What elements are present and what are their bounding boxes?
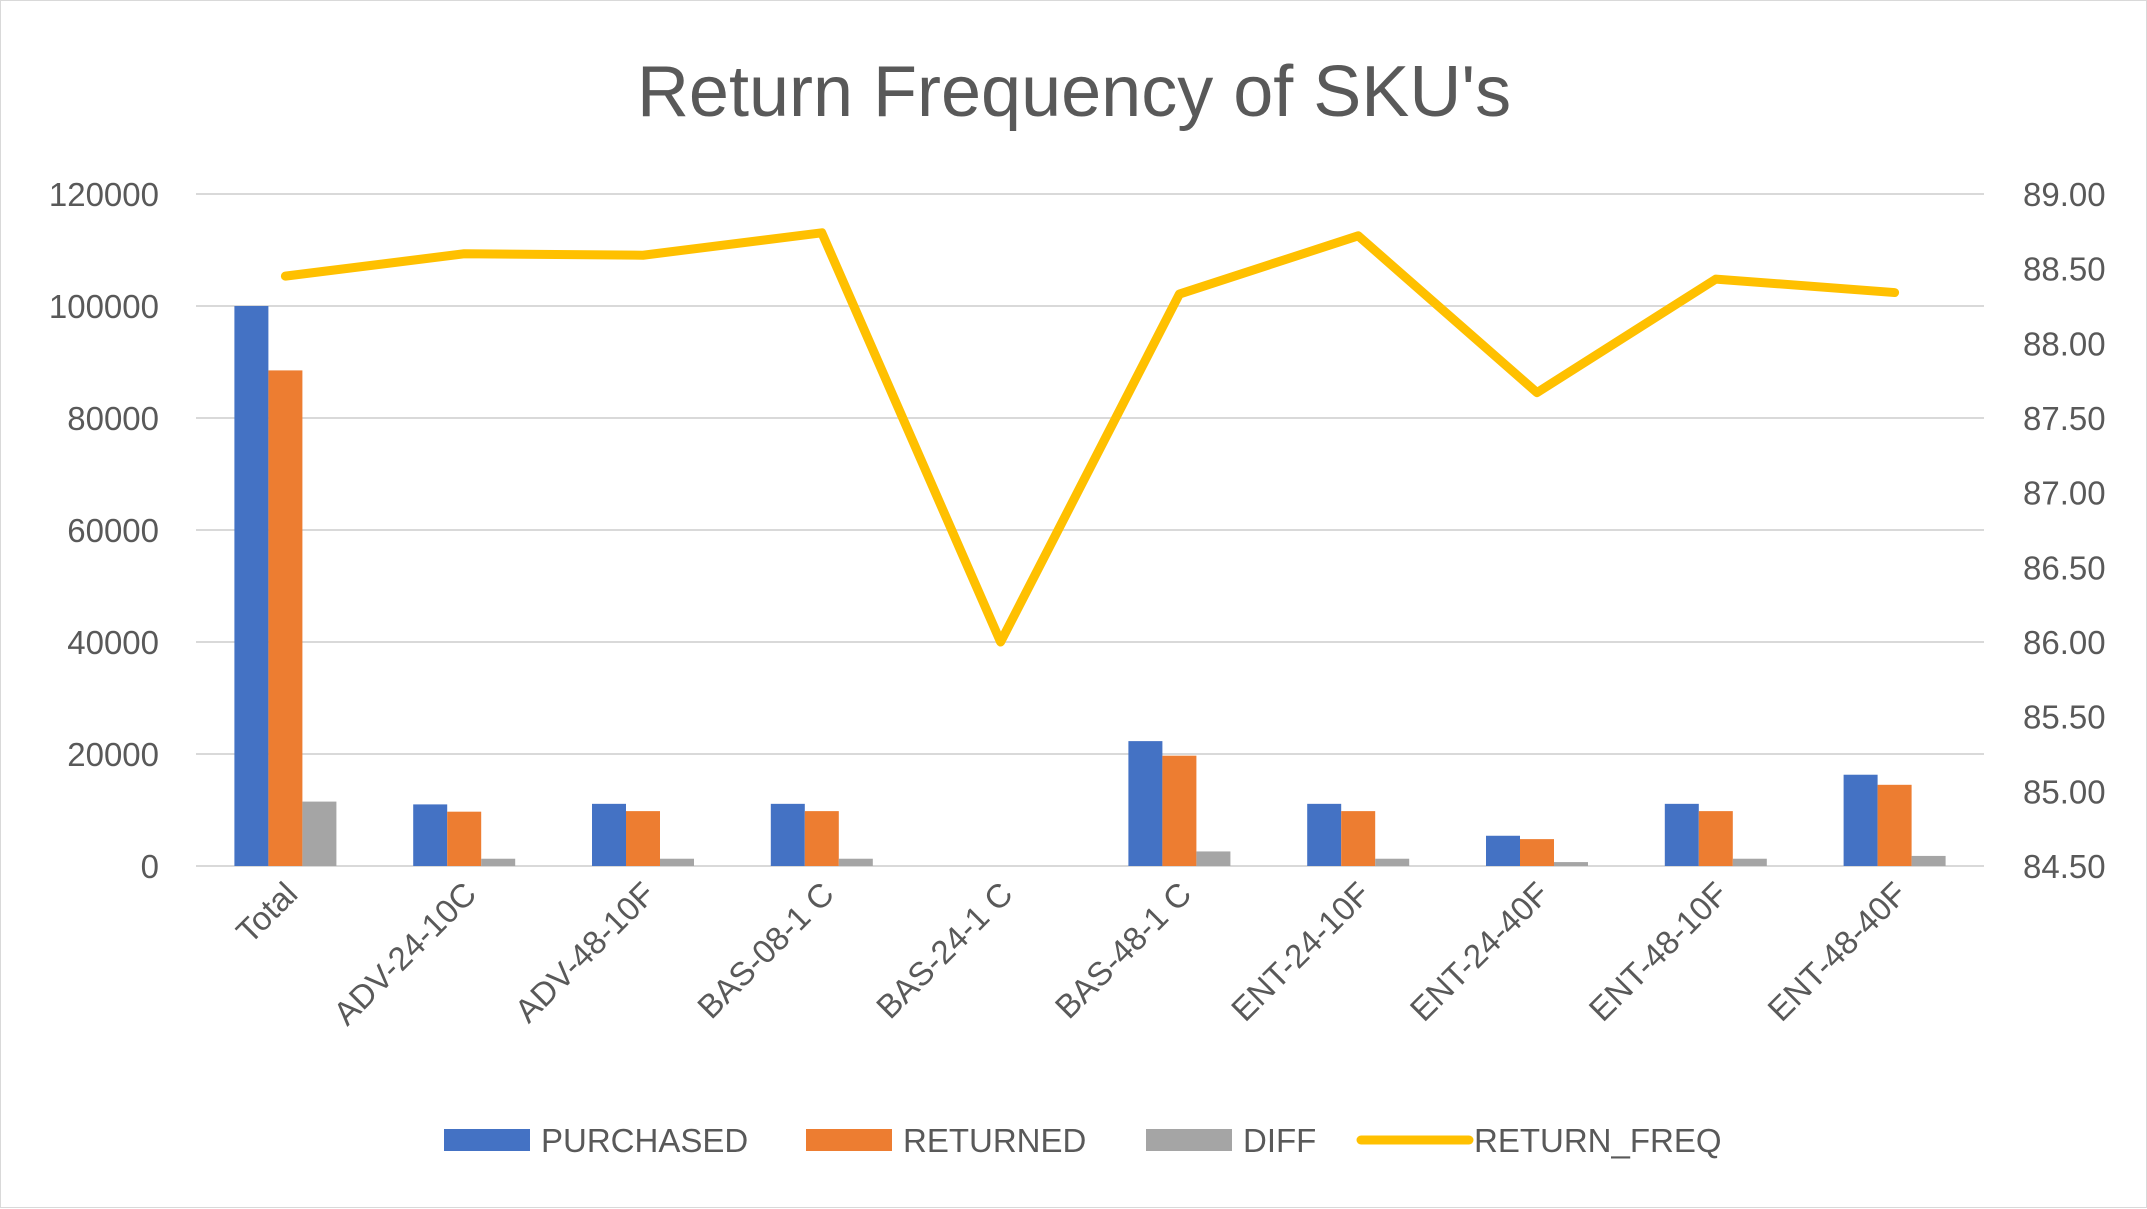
- bar-diff-bas-48-1-c: [1196, 851, 1231, 866]
- y-left-tick-label: 120000: [49, 176, 159, 213]
- bar-diff-ent-48-40f: [1911, 855, 1946, 866]
- bar-returned-adv-24-10c: [447, 811, 482, 866]
- bar-returned-ent-48-40f: [1877, 784, 1912, 866]
- bar-returned-ent-24-10f: [1341, 811, 1376, 866]
- line-series: [280, 228, 1900, 647]
- y-right-tick-label: 85.50: [2023, 699, 2106, 736]
- x-tick-label-bas-08-1-c: BAS-08-1 C: [690, 875, 841, 1026]
- y-left-tick-label: 100000: [49, 288, 159, 325]
- bar-purchased-adv-48-10f: [592, 803, 626, 866]
- y-left-tick-label: 80000: [67, 400, 159, 437]
- y-right-tick-label: 86.50: [2023, 549, 2106, 586]
- x-tick-label-bas-48-1-c: BAS-48-1 C: [1048, 875, 1199, 1026]
- gridlines: [196, 193, 1984, 867]
- legend-label-diff: DIFF: [1243, 1122, 1316, 1159]
- x-tick-label-ent-24-40f: ENT-24-40F: [1403, 875, 1556, 1028]
- bar-returned-total: [268, 370, 303, 866]
- bar-diff-total: [302, 801, 337, 866]
- chart-title: Return Frequency of SKU's: [637, 52, 1511, 132]
- bar-returned-bas-08-1-c: [804, 811, 839, 866]
- x-tick-label-ent-48-10f: ENT-48-10F: [1581, 875, 1734, 1028]
- x-tick-label-adv-48-10f: ADV-48-10F: [507, 875, 662, 1030]
- bar-purchased-adv-24-10c: [413, 804, 448, 866]
- bar-diff-adv-48-10f: [660, 858, 694, 866]
- y-left-tick-label: 0: [141, 848, 159, 885]
- bar-purchased-total: [234, 306, 269, 866]
- legend-label-purchased: PURCHASED: [541, 1122, 748, 1159]
- bar-diff-bas-08-1-c: [838, 858, 873, 866]
- x-tick-label-bas-24-1-c: BAS-24-1 C: [869, 875, 1020, 1026]
- bar-purchased-bas-08-1-c: [770, 803, 805, 866]
- bar-purchased-ent-48-10f: [1664, 803, 1699, 866]
- bar-purchased-bas-48-1-c: [1128, 741, 1163, 866]
- legend-label-return-freq: RETURN_FREQ: [1474, 1122, 1722, 1159]
- x-tick-label-ent-24-10f: ENT-24-10F: [1224, 875, 1377, 1028]
- legend: PURCHASED RETURNED DIFF RETURN_FREQ: [444, 1122, 1722, 1159]
- legend-swatch-diff: [1146, 1129, 1232, 1151]
- legend-swatch-returned: [806, 1129, 892, 1151]
- bar-diff-ent-48-10f: [1732, 858, 1767, 866]
- y-right-tick-label: 88.00: [2023, 325, 2106, 362]
- bar-returned-bas-48-1-c: [1162, 755, 1197, 866]
- y-right-tick-label: 88.50: [2023, 251, 2106, 288]
- bar-returned-ent-24-40f: [1520, 839, 1554, 866]
- bar-purchased-ent-24-40f: [1486, 835, 1520, 866]
- bar-series: [234, 306, 1946, 866]
- y-left-tick-label: 20000: [67, 736, 159, 773]
- bar-purchased-ent-48-40f: [1843, 774, 1878, 866]
- y-right-tick-label: 87.00: [2023, 475, 2106, 512]
- y-right-tick-label: 86.00: [2023, 624, 2106, 661]
- x-axis-ticks: Total ADV-24-10C ADV-48-10F BAS-08-1 C BAS-2…: [229, 875, 1914, 1032]
- x-tick-label-total: Total: [229, 875, 304, 950]
- y-left-tick-label: 60000: [67, 512, 159, 549]
- bar-diff-adv-24-10c: [481, 858, 516, 866]
- bar-returned-ent-48-10f: [1698, 811, 1733, 866]
- bar-returned-adv-48-10f: [626, 811, 660, 866]
- y-right-tick-label: 89.00: [2023, 176, 2106, 213]
- y-left-tick-label: 40000: [67, 624, 159, 661]
- right-axis-ticks: 84.50 85.00 85.50 86.00 86.50 87.00 87.50 88.00…: [2023, 176, 2106, 885]
- legend-label-returned: RETURNED: [903, 1122, 1086, 1159]
- y-right-tick-label: 87.50: [2023, 400, 2106, 437]
- bar-purchased-ent-24-10f: [1307, 803, 1342, 866]
- line-return-freq: [280, 228, 1900, 647]
- x-tick-label-adv-24-10c: ADV-24-10C: [326, 875, 483, 1032]
- legend-swatch-purchased: [444, 1129, 530, 1151]
- left-axis-ticks: 0 20000 40000 60000 80000 100000 120000: [49, 176, 159, 885]
- y-right-tick-label: 84.50: [2023, 848, 2106, 885]
- bar-diff-ent-24-40f: [1554, 862, 1588, 866]
- x-tick-label-ent-48-40f: ENT-48-40F: [1760, 875, 1913, 1028]
- y-right-tick-label: 85.00: [2023, 773, 2106, 810]
- bar-diff-ent-24-10f: [1375, 858, 1410, 866]
